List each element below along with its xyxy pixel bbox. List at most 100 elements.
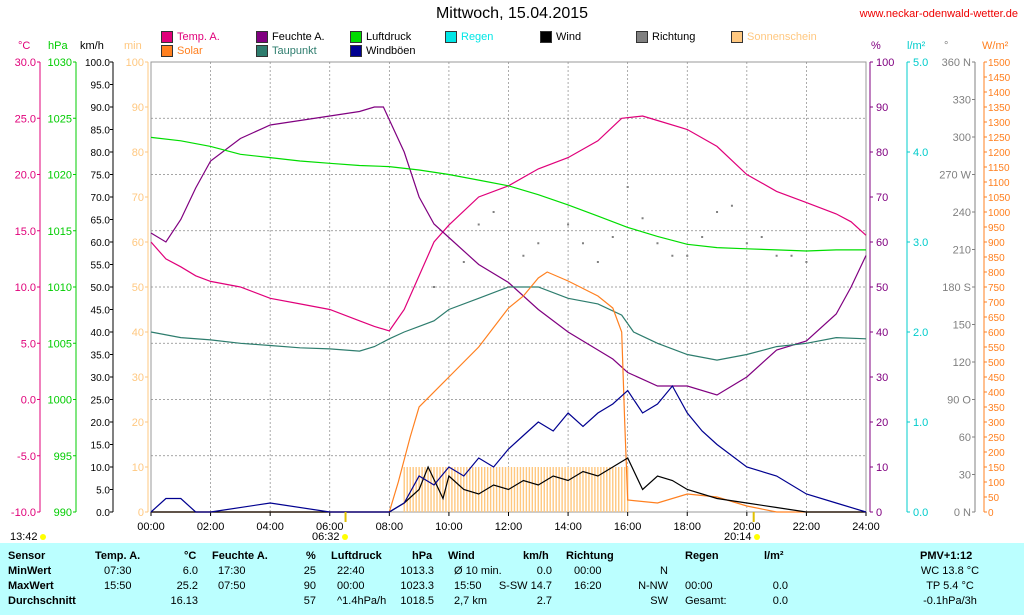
axis-unit-sun: min <box>124 40 142 52</box>
legend-item: Temp. A. <box>161 31 220 43</box>
weather-chart: 30.025.020.015.010.05.00.0-5.0-10.010301… <box>11 57 1011 533</box>
hdr-press: Luftdruck <box>331 550 382 562</box>
legend-swatch <box>540 31 552 43</box>
direction-point <box>671 254 674 257</box>
tick-label-press: 1015 <box>48 226 72 238</box>
tick-label-press: 1030 <box>48 57 72 69</box>
tick-label-temp: 15.0 <box>15 226 36 238</box>
axis-dir: 360 N 330 300 270 W 240 210 180 S 150 120 90 O 60 3… <box>939 57 976 519</box>
tick-label-press: 990 <box>54 507 72 519</box>
x-tick-label: 20:00 <box>733 521 761 533</box>
tick-label-temp: 20.0 <box>15 170 36 182</box>
axis-unit-rain: l/m² <box>907 40 926 52</box>
hdr-rain-unit: l/m² <box>764 550 784 562</box>
tick-label-wind: 50.0 <box>91 283 111 294</box>
axis-unit-temp: °C <box>18 40 31 52</box>
tick-label-solar: 500 <box>988 358 1005 369</box>
series-line-temp-a- <box>150 115 867 332</box>
tick-label-wind: 30.0 <box>91 373 111 384</box>
tick-label-wind: 5.0 <box>96 486 110 497</box>
series-line-feuchte-a- <box>150 106 867 396</box>
tick-label-press: 1025 <box>48 113 72 125</box>
cell-wind_t: 15:50 <box>454 580 482 592</box>
legend-swatch <box>256 45 268 57</box>
hdr-pmv: PMV+1:12 <box>920 550 973 562</box>
sunrise-time: 06:32 <box>312 531 340 543</box>
direction-point <box>567 223 570 226</box>
hdr-hum: Feuchte A. <box>212 550 268 562</box>
cell-press_v: 1018.5 <box>400 595 434 607</box>
tick-label-temp: 0.0 <box>21 395 36 407</box>
site-url[interactable]: www.neckar-odenwald-wetter.de <box>859 8 1018 20</box>
cell-pmv: -0.1hPa/3h <box>923 595 977 607</box>
series-line-taupunkt <box>150 286 867 361</box>
tick-label-sun: 30 <box>132 372 144 384</box>
direction-point <box>775 254 778 257</box>
tick-label-sun: 90 <box>132 102 144 114</box>
sun-icon <box>753 534 760 540</box>
hdr-wind-unit: km/h <box>523 550 549 562</box>
x-tick-label: 16:00 <box>614 521 642 533</box>
tick-label-temp: -10.0 <box>11 507 36 519</box>
tick-label-wind: 65.0 <box>91 216 111 227</box>
tick-label-solar: 900 <box>988 238 1005 249</box>
cell-hum_v: 57 <box>303 595 316 607</box>
legend-item: Solar <box>161 45 203 57</box>
direction-point <box>462 261 465 263</box>
tick-label-dir: 210 <box>953 245 971 257</box>
cell-rain_t: 00:00 <box>685 580 713 592</box>
cell-pmv: TP 5.4 °C <box>926 580 974 592</box>
tick-label-sun: 60 <box>132 237 144 249</box>
tick-label-wind: 40.0 <box>91 328 111 339</box>
axes-layer: 30.025.020.015.010.05.00.0-5.0-10.010301… <box>11 57 1011 533</box>
tick-label-temp: 5.0 <box>21 338 36 350</box>
direction-point <box>641 217 644 220</box>
cell-wind_t: 2,7 km <box>454 595 488 607</box>
tick-label-solar: 1500 <box>988 58 1011 69</box>
legend-swatch <box>161 45 173 57</box>
tick-label-sun: 40 <box>132 327 144 339</box>
tick-label-sun: 70 <box>132 192 144 204</box>
tick-label-wind: 35.0 <box>91 351 111 362</box>
axis-unit-wind: km/h <box>80 40 104 52</box>
cell-temp_t: 15:50 <box>104 580 132 592</box>
legend-item: Feuchte A. <box>256 31 325 43</box>
x-tick-label: 24:00 <box>852 521 880 533</box>
series-line-luftdruck <box>150 136 866 252</box>
direction-point <box>626 186 629 188</box>
tick-label-wind: 60.0 <box>91 238 111 249</box>
tick-label-sun: 80 <box>132 147 144 159</box>
hdr-hum-unit: % <box>306 550 316 562</box>
direction-point <box>611 236 614 238</box>
tick-label-solar: 400 <box>988 388 1005 399</box>
direction-point <box>790 254 793 257</box>
x-tick-label: 04:00 <box>256 521 284 533</box>
tick-label-dir: 240 <box>953 207 971 219</box>
tick-label-wind: 55.0 <box>91 261 111 272</box>
tick-label-dir: 180 S <box>942 282 971 294</box>
legend-label: Luftdruck <box>366 31 412 43</box>
tick-label-solar: 1250 <box>988 133 1011 144</box>
tick-label-solar: 1350 <box>988 103 1011 114</box>
tick-label-hum_l: 10 <box>876 462 888 474</box>
cell-temp_t: 07:30 <box>104 565 132 577</box>
cell-hum_t: 17:30 <box>218 565 246 577</box>
legend-label: Regen <box>461 31 494 43</box>
cell-hum_v: 90 <box>303 580 316 592</box>
tick-label-sun: 100 <box>126 57 144 69</box>
legend-label: Solar <box>177 45 203 57</box>
legend-swatch <box>636 31 648 43</box>
direction-point <box>492 211 495 213</box>
tick-label-solar: 1300 <box>988 118 1011 129</box>
x-tick-label: 22:00 <box>793 521 821 533</box>
direction-point <box>596 261 599 263</box>
tick-label-rain: 4.0 <box>913 147 928 159</box>
tick-label-rain: 2.0 <box>913 327 928 339</box>
tick-label-temp: 30.0 <box>15 57 36 69</box>
direction-point <box>745 242 748 245</box>
axis-rain: 5.0 4.0 3.0 2.0 1.0 0.0 <box>906 57 928 519</box>
direction-point <box>701 236 704 238</box>
hdr-dir: Richtung <box>566 550 614 562</box>
tick-label-wind: 95.0 <box>91 81 111 92</box>
cell-temp_v: 25.2 <box>176 580 198 592</box>
